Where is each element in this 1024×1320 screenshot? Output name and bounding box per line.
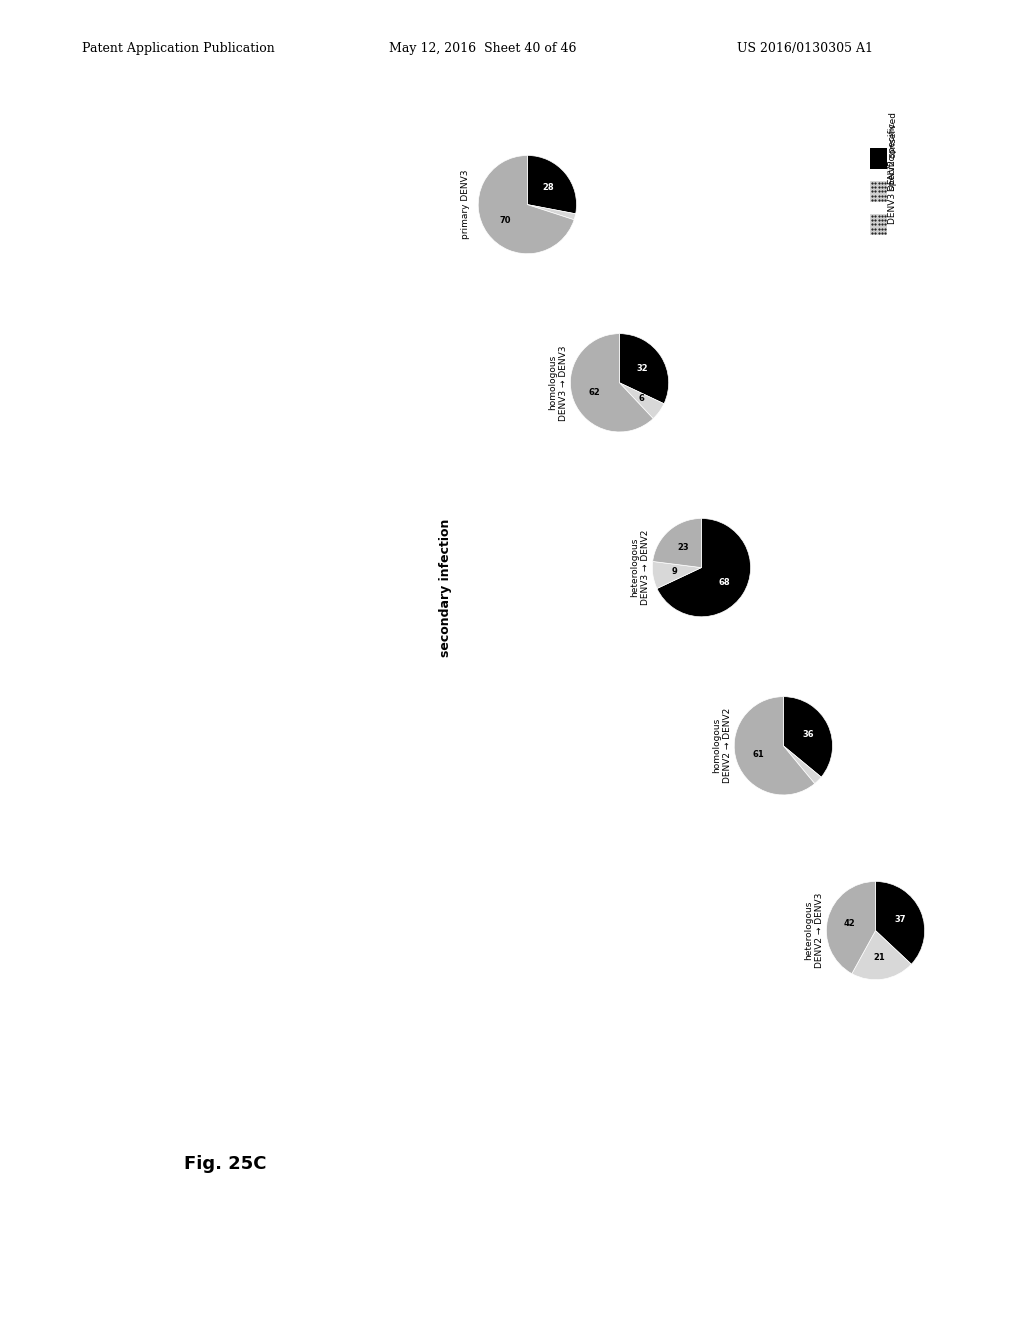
Wedge shape <box>652 519 701 568</box>
Text: 61: 61 <box>752 751 764 759</box>
Text: Patent Application Publication: Patent Application Publication <box>82 42 274 55</box>
Text: 70: 70 <box>500 216 511 224</box>
Text: US 2016/0130305 A1: US 2016/0130305 A1 <box>737 42 873 55</box>
Text: 37: 37 <box>895 915 906 924</box>
Text: 42: 42 <box>844 919 855 928</box>
Wedge shape <box>734 697 815 795</box>
Wedge shape <box>570 334 653 432</box>
Text: May 12, 2016  Sheet 40 of 46: May 12, 2016 Sheet 40 of 46 <box>389 42 577 55</box>
Wedge shape <box>876 882 925 964</box>
Text: 23: 23 <box>678 543 689 552</box>
Text: 9: 9 <box>672 568 678 577</box>
Text: 62: 62 <box>589 388 600 397</box>
Wedge shape <box>783 746 821 784</box>
Wedge shape <box>652 561 701 589</box>
Text: 28: 28 <box>543 183 554 191</box>
Text: heterologous
DENV3 → DENV2: heterologous DENV3 → DENV2 <box>631 529 649 606</box>
Wedge shape <box>478 156 574 253</box>
Text: 36: 36 <box>802 730 814 739</box>
Text: DENV3 specific: DENV3 specific <box>889 156 897 224</box>
Wedge shape <box>852 931 911 979</box>
Text: Fig. 25C: Fig. 25C <box>184 1155 267 1173</box>
Wedge shape <box>620 334 669 404</box>
Text: heterologous
DENV2 → DENV3: heterologous DENV2 → DENV3 <box>805 892 823 969</box>
Wedge shape <box>527 156 577 214</box>
Text: homologous
DENV2 → DENV2: homologous DENV2 → DENV2 <box>713 708 731 784</box>
Text: conserved: conserved <box>889 111 897 158</box>
Text: DENV2 specific: DENV2 specific <box>889 123 897 191</box>
Text: homologous
DENV3 → DENV3: homologous DENV3 → DENV3 <box>549 345 567 421</box>
Text: 68: 68 <box>719 578 730 586</box>
Text: secondary infection: secondary infection <box>439 519 452 656</box>
Text: primary DENV3: primary DENV3 <box>462 170 470 239</box>
Wedge shape <box>657 519 751 616</box>
Text: 32: 32 <box>637 364 648 372</box>
Wedge shape <box>527 205 575 220</box>
Wedge shape <box>620 383 664 418</box>
Text: 21: 21 <box>873 953 886 962</box>
Wedge shape <box>826 882 876 974</box>
Wedge shape <box>783 697 833 777</box>
Text: 6: 6 <box>638 395 644 403</box>
